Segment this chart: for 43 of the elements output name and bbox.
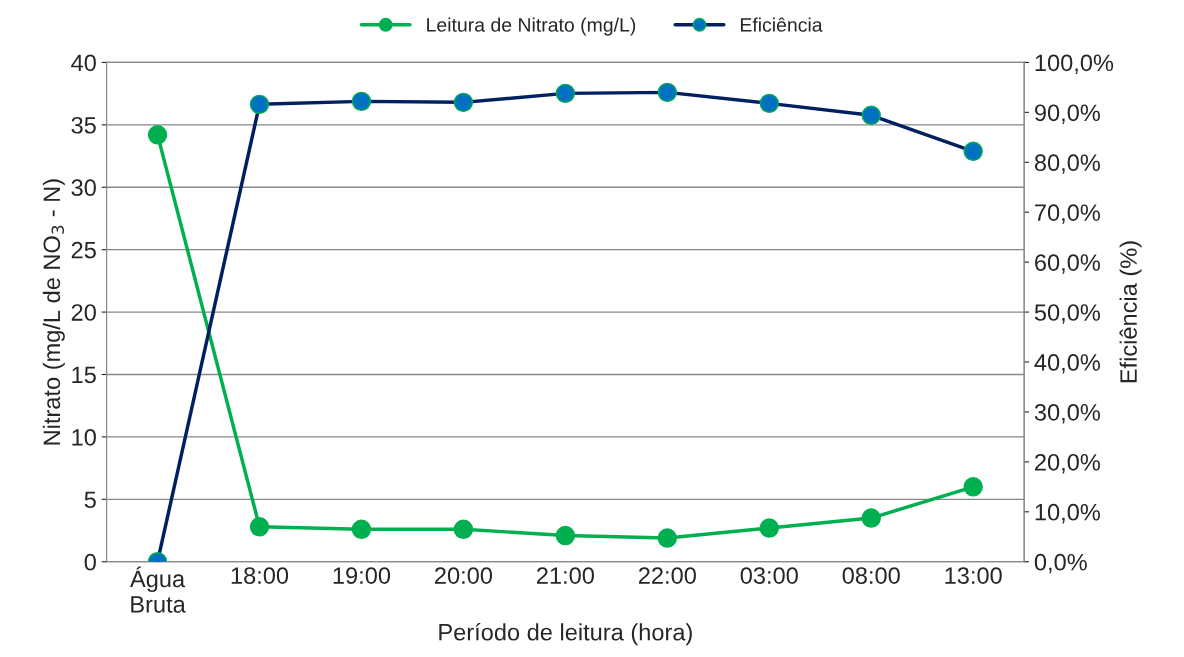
x-tick-label: 19:00 [333,567,391,584]
point [657,528,678,548]
y-tick-label: 5 [84,491,96,509]
y-tick-label: 0 [84,553,96,571]
y2-tick-label: 40,0% [1034,354,1100,374]
x-tick-label: 21:00 [537,567,594,584]
x-tick-label: Água Bruta [130,566,186,613]
legend-label: Eficiência [740,17,823,32]
x-tick-label: 22:00 [638,567,696,584]
y2-axis-title: Eficiência (%) [1119,241,1142,383]
point [555,525,576,546]
y2-tick-label: 0,0% [1034,553,1087,574]
y-tick-label: 35 [71,116,96,134]
y-tick-label: 15 [72,366,96,384]
y-tick-label: 25 [71,241,96,259]
y2-tick-label: 30,0% [1034,404,1100,424]
y-tick-label: 20 [71,304,96,321]
y2-tick-label: 20,0% [1035,453,1100,474]
y2-tick-label: 60,0% [1035,254,1100,274]
y2-tick-label: 100,0% [1035,54,1114,74]
point [453,519,474,540]
y-axis-title: Nitrato (mg/L de NO$_{3}$ - N) [42,179,65,445]
x-tick-label: 18:00 [231,567,289,584]
x-axis-title: Período de leitura (hora) [439,622,692,646]
y-tick-label: 30 [71,179,96,197]
x-tick-label: 08:00 [842,567,900,584]
point [249,517,270,537]
y2-tick-label: 70,0% [1035,204,1100,224]
point [147,125,168,145]
x-tick-label: 03:00 [740,567,798,584]
point [759,518,779,538]
x-tick-label: 20:00 [435,567,493,584]
y-tick-label: 10 [72,428,96,446]
point [861,508,881,528]
point [963,477,983,497]
y-tick-label: 40 [71,54,96,72]
y2-tick-label: 90,0% [1034,104,1100,124]
y2-tick-label: 80,0% [1034,154,1100,174]
y2-tick-label: 50,0% [1034,304,1100,324]
legend-label: Leitura de Nitrato (mg/L) [427,17,636,36]
y2-tick-label: 10,0% [1035,503,1100,524]
point [351,519,372,540]
x-tick-label: 13:00 [945,567,1002,584]
